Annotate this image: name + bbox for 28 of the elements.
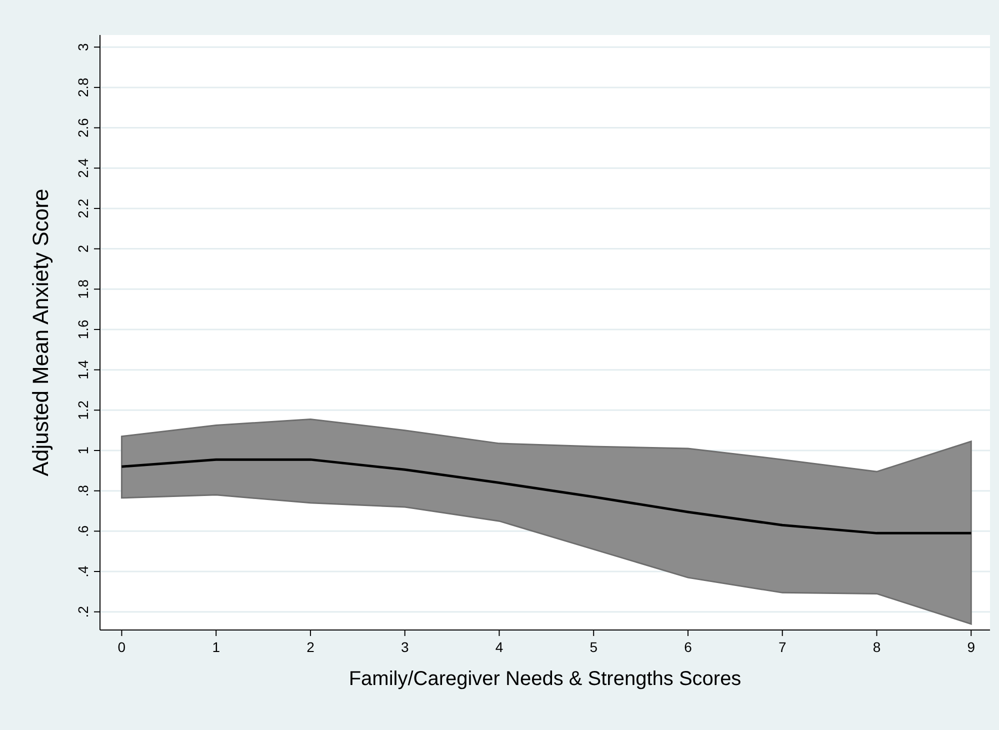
y-tick-label: 1 bbox=[75, 446, 91, 454]
x-tick-label: 4 bbox=[495, 639, 504, 655]
y-tick-label: 3 bbox=[75, 43, 91, 51]
x-tick-label: 0 bbox=[118, 639, 126, 655]
y-tick-label: 2.2 bbox=[75, 198, 91, 218]
line-series bbox=[120, 458, 972, 534]
y-tick-label: .6 bbox=[75, 525, 91, 538]
x-tick-label: 3 bbox=[400, 639, 409, 655]
x-tick-label: 5 bbox=[590, 639, 598, 655]
x-tick-label: 1 bbox=[212, 639, 220, 655]
y-axis-title: Adjusted Mean Anxiety Score bbox=[28, 188, 53, 476]
x-tick-label: 7 bbox=[778, 639, 786, 655]
y-tick-label: 2.6 bbox=[75, 118, 91, 138]
y-tick-label: 1.4 bbox=[75, 360, 91, 380]
y-tick-label: 1.8 bbox=[75, 279, 91, 299]
y-tick-label: 1.6 bbox=[75, 320, 91, 340]
x-axis-title: Family/Caregiver Needs & Strengths Scores bbox=[348, 668, 742, 690]
y-tick-label: .8 bbox=[75, 484, 91, 497]
x-tick-label: 6 bbox=[684, 639, 692, 655]
x-tick-label: 8 bbox=[872, 639, 881, 655]
y-tick-label: 2.8 bbox=[75, 78, 91, 98]
y-tick-label: 2.4 bbox=[75, 158, 91, 178]
y-tick-label: 1.2 bbox=[75, 400, 91, 420]
x-tick-label: 9 bbox=[967, 639, 976, 655]
x-tick-label: 2 bbox=[306, 639, 315, 655]
y-tick-label: 2 bbox=[75, 244, 91, 253]
y-tick-label: .2 bbox=[75, 606, 91, 618]
y-tick-label: .4 bbox=[75, 565, 91, 578]
